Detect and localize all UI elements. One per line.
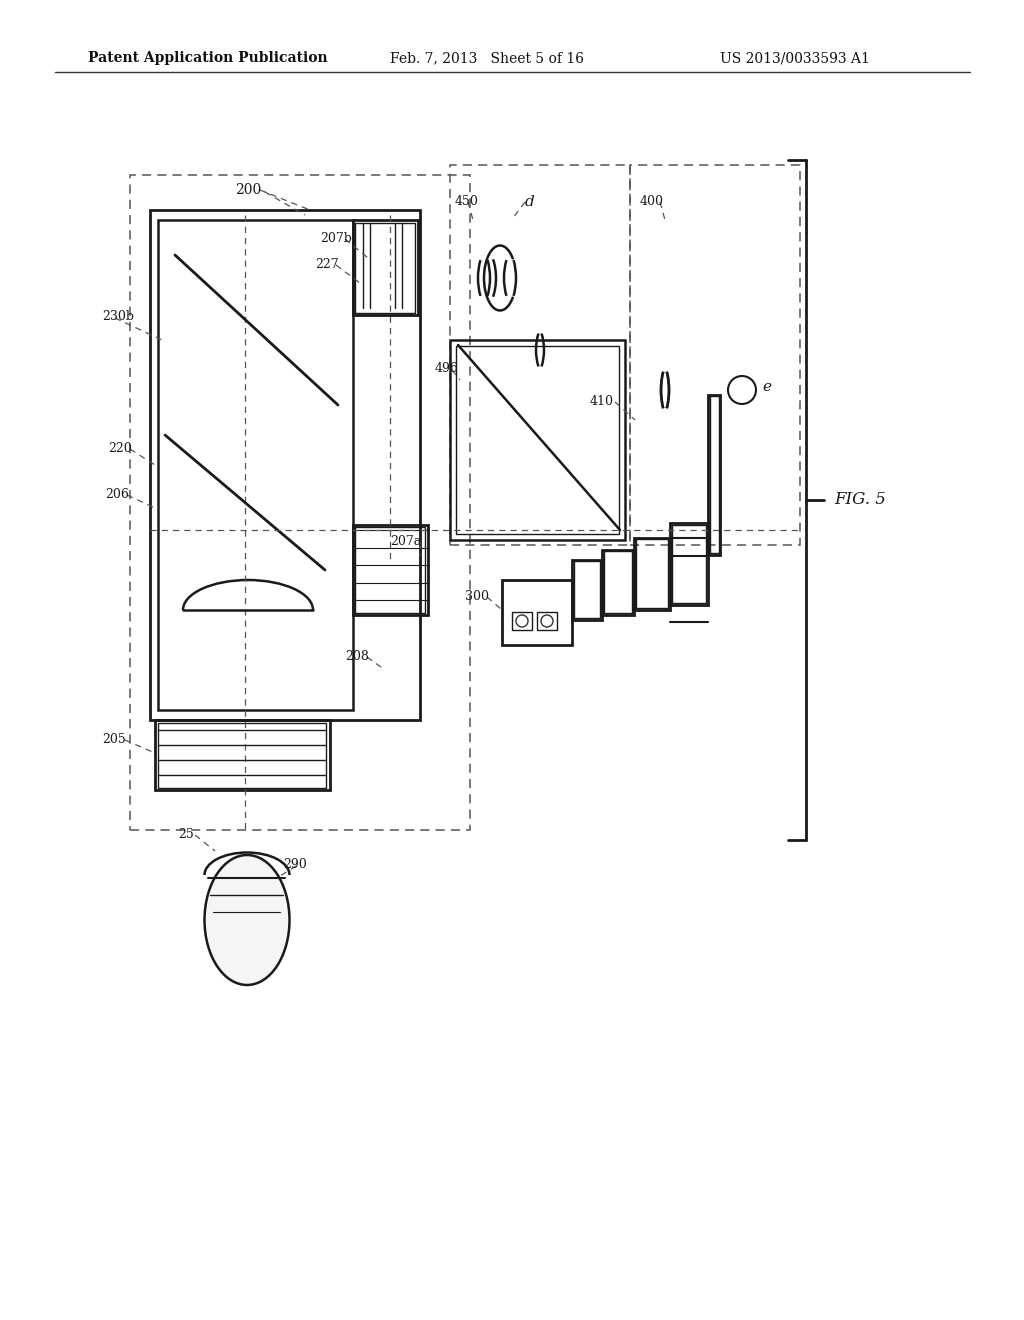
Bar bbox=[602, 550, 634, 615]
Bar bbox=[537, 612, 557, 630]
Bar bbox=[604, 550, 632, 612]
Text: e: e bbox=[762, 380, 771, 393]
Bar bbox=[150, 210, 420, 719]
Bar bbox=[130, 176, 470, 830]
Bar bbox=[502, 579, 572, 645]
Text: 290: 290 bbox=[283, 858, 307, 871]
Text: 496: 496 bbox=[435, 362, 459, 375]
Text: d: d bbox=[525, 195, 535, 209]
Text: US 2013/0033593 A1: US 2013/0033593 A1 bbox=[720, 51, 869, 65]
Text: 220: 220 bbox=[108, 442, 132, 455]
Bar bbox=[155, 719, 330, 789]
Bar bbox=[353, 220, 418, 315]
Ellipse shape bbox=[205, 855, 290, 985]
Text: 450: 450 bbox=[455, 195, 479, 209]
Text: 206: 206 bbox=[105, 488, 129, 502]
Bar bbox=[355, 223, 415, 313]
Bar bbox=[355, 527, 425, 612]
Text: Feb. 7, 2013   Sheet 5 of 16: Feb. 7, 2013 Sheet 5 of 16 bbox=[390, 51, 584, 65]
Bar bbox=[512, 612, 532, 630]
Text: 410: 410 bbox=[590, 395, 614, 408]
Text: 207b: 207b bbox=[319, 232, 352, 246]
Text: FIG. 5: FIG. 5 bbox=[834, 491, 886, 508]
Bar bbox=[450, 341, 625, 540]
Bar bbox=[630, 165, 800, 545]
Bar bbox=[450, 165, 630, 545]
Text: 400: 400 bbox=[640, 195, 664, 209]
Text: 300: 300 bbox=[465, 590, 489, 603]
Text: 227: 227 bbox=[315, 257, 339, 271]
Text: 205: 205 bbox=[102, 733, 126, 746]
Bar bbox=[672, 525, 706, 603]
Bar bbox=[158, 220, 353, 710]
Bar bbox=[670, 523, 708, 605]
Bar bbox=[158, 723, 326, 788]
Text: 230b: 230b bbox=[102, 310, 134, 323]
Bar bbox=[710, 396, 719, 553]
Bar bbox=[708, 395, 720, 554]
Bar bbox=[636, 539, 668, 609]
Bar bbox=[574, 561, 600, 618]
Text: Patent Application Publication: Patent Application Publication bbox=[88, 51, 328, 65]
Text: 25: 25 bbox=[178, 828, 194, 841]
Bar bbox=[353, 525, 428, 615]
Bar bbox=[634, 539, 670, 610]
Text: 200: 200 bbox=[234, 183, 261, 197]
Bar bbox=[456, 346, 618, 535]
Bar bbox=[572, 560, 602, 620]
Text: 208: 208 bbox=[345, 649, 369, 663]
Text: 207a: 207a bbox=[390, 535, 421, 548]
